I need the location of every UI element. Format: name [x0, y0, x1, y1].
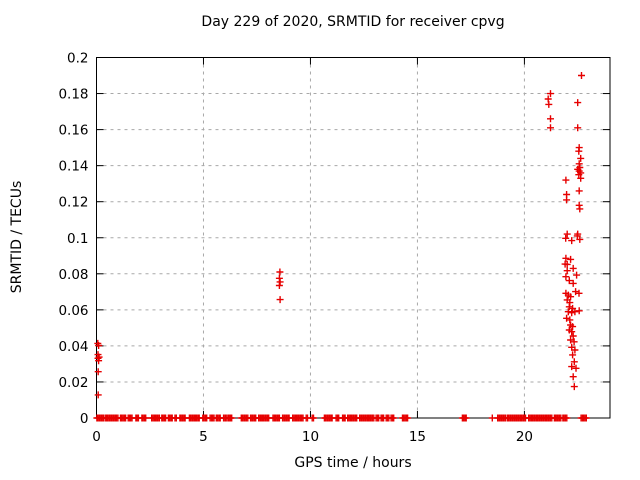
y-tick-label: 0.18 — [58, 87, 88, 103]
data-point-marker — [545, 100, 553, 108]
data-point-marker — [562, 234, 570, 242]
data-point-marker — [95, 357, 103, 365]
data-point-marker — [576, 205, 584, 213]
tick-labels: 0 5 10 15 20 0 0.02 0.04 0.06 0.08 0.1 0.12 0.14 0.16… — [58, 51, 533, 446]
data-point-marker — [562, 254, 570, 262]
data-point-marker — [574, 99, 582, 107]
data-point-marker — [575, 147, 583, 155]
data-point-marker — [566, 316, 574, 324]
y-tick-label: 0.04 — [58, 339, 88, 355]
data-point-marker — [576, 235, 584, 243]
data-point-marker — [568, 328, 576, 336]
y-tick-label: 0 — [80, 411, 89, 427]
data-point-marker — [582, 414, 590, 422]
chart-title: Day 229 of 2020, SRMTID for receiver cpv… — [201, 14, 505, 30]
data-point-marker — [569, 373, 577, 381]
data-point-marker — [228, 414, 236, 422]
data-point-marker — [571, 346, 579, 354]
x-axis-label: GPS time / hours — [294, 455, 412, 471]
data-point-marker — [569, 323, 577, 331]
data-point-marker — [462, 414, 470, 422]
data-point-marker — [567, 255, 575, 263]
y-tick-label: 0.02 — [58, 375, 88, 391]
data-point-marker — [570, 358, 578, 366]
data-point-marker — [578, 72, 585, 79]
data-point-marker — [565, 277, 573, 285]
data-point-marker — [142, 414, 150, 422]
data-point-marker — [563, 267, 571, 275]
data-point-marker — [567, 293, 575, 301]
data-point-marker — [565, 303, 573, 311]
data-point-marker — [563, 414, 571, 422]
data-point-marker — [568, 363, 576, 371]
data-point-marker — [404, 414, 412, 422]
data-point-marker — [569, 279, 577, 287]
x-tick-label: 20 — [516, 429, 533, 445]
data-point-marker — [276, 268, 284, 276]
y-tick-label: 0.14 — [58, 159, 88, 175]
y-tick-label: 0.16 — [58, 123, 88, 139]
data-point-marker — [310, 414, 317, 422]
y-tick-label: 0.1 — [67, 231, 88, 247]
data-point-marker — [95, 342, 103, 349]
data-point-marker — [572, 288, 580, 296]
data-point-marker — [563, 314, 571, 322]
data-point-marker — [563, 196, 571, 204]
data-point-marker — [562, 176, 570, 184]
x-tick-label: 5 — [199, 429, 208, 445]
data-point-marker — [547, 124, 554, 132]
data-point-marker — [575, 171, 583, 179]
data-point-marker — [569, 351, 577, 359]
data-point-marker — [563, 230, 571, 238]
data-point-marker — [571, 308, 579, 316]
y-tick-label: 0.12 — [58, 195, 88, 211]
x-tick-label: 10 — [302, 429, 319, 445]
data-point-marker — [276, 296, 284, 304]
data-point-marker — [562, 273, 570, 281]
y-tick-label: 0.2 — [67, 51, 88, 67]
data-point-marker — [575, 307, 583, 315]
x-tick-label: 0 — [92, 429, 101, 445]
data-point-marker — [94, 391, 102, 399]
data-point-marker — [547, 115, 554, 123]
data-point-marker — [94, 368, 102, 376]
data-point-marker — [575, 289, 583, 297]
data-point-marker — [547, 90, 554, 98]
data-point-marker — [570, 383, 578, 391]
data-point-marker — [569, 332, 577, 340]
data-point-marker — [572, 364, 580, 372]
data-point-marker — [574, 124, 582, 132]
data-point-marker — [568, 237, 576, 245]
y-tick-label: 0.06 — [58, 303, 88, 319]
data-point-marker — [570, 338, 578, 346]
data-point-marker — [577, 174, 585, 182]
data-point-marker — [390, 414, 398, 422]
data-point-marker — [563, 260, 571, 268]
data-point-marker — [569, 264, 577, 272]
data-point-marker — [564, 308, 572, 316]
data-point-marker — [575, 187, 583, 195]
gridlines — [96, 57, 610, 418]
data-point-marker — [577, 154, 585, 162]
data-points — [93, 72, 590, 422]
data-point-marker — [275, 282, 283, 289]
data-point-marker — [568, 309, 576, 317]
data-point-marker — [573, 271, 581, 279]
y-tick-label: 0.08 — [58, 267, 88, 283]
x-tick-label: 15 — [409, 429, 426, 445]
